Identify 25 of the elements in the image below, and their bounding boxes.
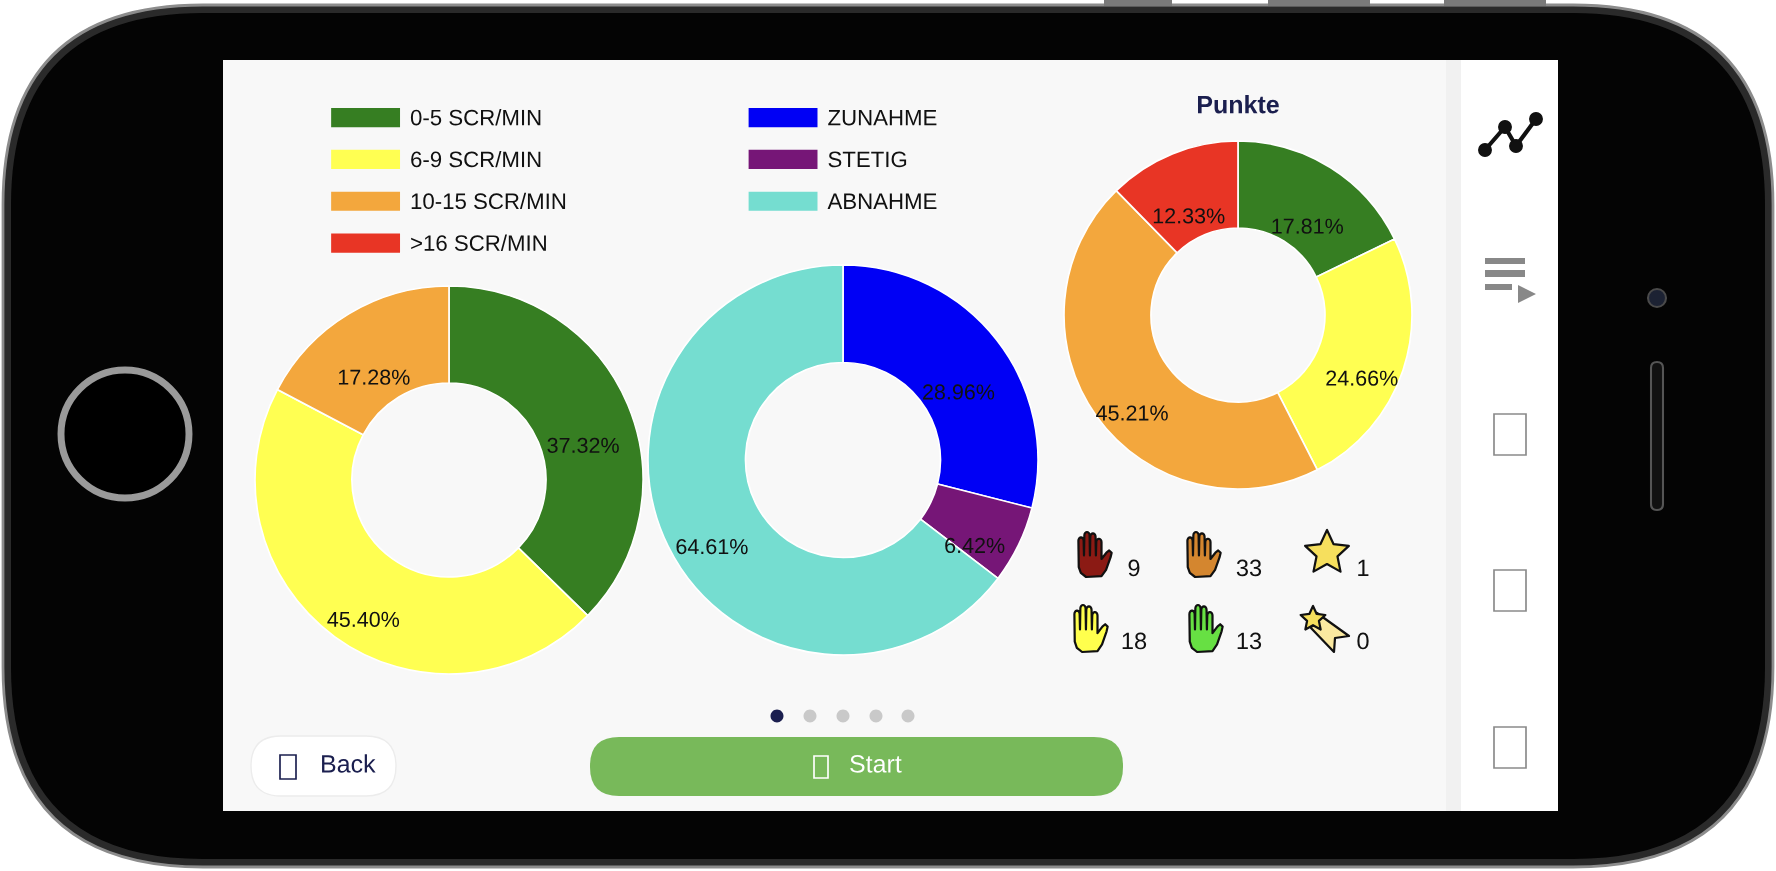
- data-label: 28.96%: [923, 384, 995, 400]
- text: 1: [1358, 559, 1369, 577]
- text: 9: [1128, 559, 1140, 577]
- data-label: 45.40%: [327, 611, 400, 627]
- legend-label: ABNAHME: [827, 193, 937, 209]
- data-label: 45.21%: [1096, 405, 1168, 421]
- data-label: 37.32%: [547, 437, 619, 453]
- text: 33: [1236, 559, 1262, 577]
- legend-label: STETIG: [828, 151, 907, 168]
- data-label: 17.81%: [1272, 218, 1343, 234]
- data-label: 64.61%: [676, 538, 748, 555]
- legend-label: ZUNAHME: [828, 109, 937, 126]
- data-label: 24.66%: [1326, 370, 1398, 386]
- legend-label: 0-5 SCR/MIN: [410, 109, 541, 126]
- text: 0: [1357, 632, 1369, 650]
- text: Back: [322, 754, 376, 773]
- legend-label: 10-15 SCR/MIN: [411, 192, 566, 210]
- chart-title: Punkte: [1198, 95, 1279, 114]
- data-label: 17.28%: [338, 369, 410, 385]
- legend-label: >16 SCR/MIN: [411, 234, 546, 251]
- text: Start: [850, 755, 902, 773]
- text: 18: [1122, 632, 1147, 650]
- text: 13: [1237, 632, 1262, 650]
- data-label: 12.33%: [1153, 208, 1225, 224]
- legend-label: 6-9 SCR/MIN: [411, 150, 541, 168]
